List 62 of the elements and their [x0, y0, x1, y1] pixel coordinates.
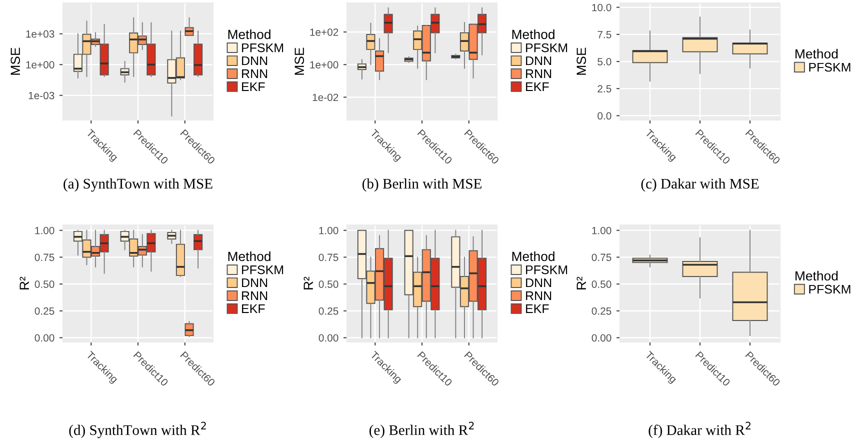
text: (c) Dakar with MSE [641, 178, 759, 192]
y-tick-label: 0.00 [34, 334, 54, 342]
y-tick-label: 0.50 [318, 280, 338, 288]
y-tick-label: 1.00 [319, 226, 338, 234]
legend-title: Method [796, 48, 838, 59]
legend-label: DNN [526, 56, 552, 66]
y-tick-label: 0.25 [34, 307, 54, 315]
text: (b) Berlin with MSE [362, 178, 482, 192]
y-axis-title: MSE [294, 48, 304, 75]
y-tick-label: 0.00 [318, 334, 338, 342]
legend-label: RNN [242, 291, 268, 300]
text: (e) Berlin with R$^{2}$ [369, 422, 474, 438]
y-tick-label: 0.75 [318, 254, 338, 262]
legend-label: PFSKM [809, 284, 850, 294]
y-tick-label: 10.0 [592, 4, 612, 12]
y-tick-label: 7.5 [598, 31, 612, 38]
y-tick-label: 2.5 [598, 85, 612, 92]
legend-title: Method [228, 29, 270, 40]
y-tick-label: 1e+00 [26, 61, 54, 68]
y-axis-title: R² [20, 276, 29, 290]
y-axis-title: R² [304, 276, 313, 290]
legend-title: Method [512, 29, 554, 40]
y-tick-label: 0.0 [598, 112, 612, 120]
y-axis-title: MSE [10, 48, 20, 75]
legend-label: PFSKM [242, 265, 284, 274]
legend-title: Method [228, 251, 270, 262]
y-tick-label: 0.25 [318, 307, 338, 315]
legend-label: RNN [242, 69, 268, 78]
y-tick-label: 1.00 [592, 226, 612, 234]
legend-label: EKF [526, 82, 549, 91]
legend-label: PFSKM [809, 62, 850, 72]
legend-label: DNN [526, 278, 552, 288]
y-axis-title: R² [576, 276, 586, 290]
text: (f) Dakar with R$^{2}$ [648, 422, 750, 438]
y-tick-label: 0.50 [592, 280, 612, 288]
y-tick-label: 1e-03 [28, 92, 54, 100]
y-tick-label: 1e+00 [310, 61, 338, 68]
text: (d) SynthTown with R$^{2}$ [69, 422, 206, 438]
text: (a) SynthTown with MSE [64, 178, 212, 192]
y-tick-label: 1e-02 [312, 94, 338, 102]
legend-title: Method [796, 270, 838, 281]
y-tick-label: 0.25 [592, 307, 612, 315]
legend-label: PFSKM [526, 43, 568, 52]
legend-label: EKF [526, 304, 549, 313]
y-tick-label: 0.00 [592, 334, 612, 342]
y-axis-title: MSE [576, 48, 586, 75]
legend-label: DNN [242, 278, 268, 288]
legend-label: EKF [242, 304, 265, 313]
legend-label: PFSKM [242, 43, 284, 52]
y-tick-label: 0.75 [592, 254, 612, 262]
legend-label: RNN [526, 69, 552, 78]
legend-label: DNN [242, 56, 268, 66]
y-tick-label: 1e+03 [26, 30, 54, 38]
y-tick-label: 1.00 [35, 226, 54, 234]
y-tick-label: 0.50 [34, 280, 54, 288]
y-tick-label: 1e+02 [310, 28, 338, 36]
legend-title: Method [512, 251, 554, 262]
y-tick-label: 0.75 [34, 254, 54, 262]
legend-label: RNN [526, 291, 552, 300]
legend-label: PFSKM [526, 265, 568, 274]
y-tick-label: 5.0 [598, 58, 612, 66]
legend-label: EKF [242, 82, 265, 91]
